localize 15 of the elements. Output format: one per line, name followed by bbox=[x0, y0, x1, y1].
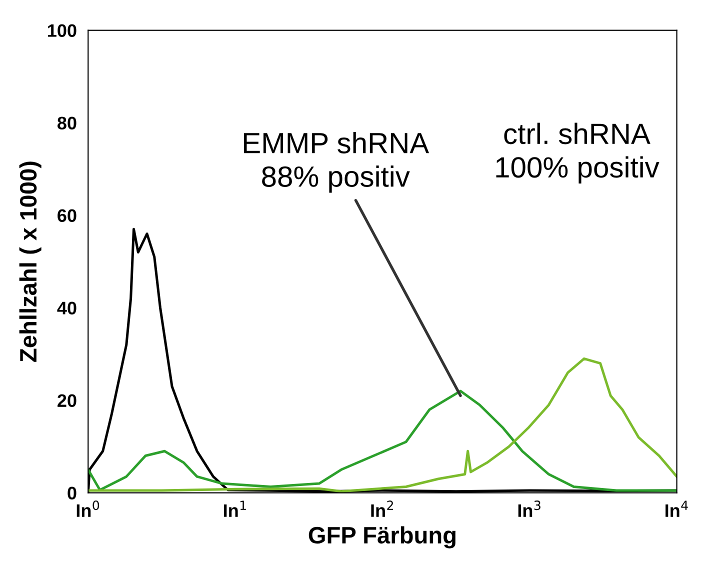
x-tick-label: In$^{0}$ bbox=[76, 500, 100, 517]
x-tick-label: In$^{3}$ bbox=[518, 500, 540, 517]
annotation: EMMP shRNA 88% positiv bbox=[244, 132, 430, 193]
y-tick-label: 40 bbox=[57, 302, 76, 314]
y-axis-title: Zehllzahl ( x 1000) bbox=[19, 162, 42, 362]
y-tick-label: 0 bbox=[68, 486, 76, 500]
x-tick-label: In$^{1}$ bbox=[224, 500, 246, 517]
y-tick-label: 20 bbox=[58, 394, 76, 407]
x-tick-label: In$^{2}$ bbox=[371, 500, 393, 517]
x-axis-title: GFP Färbung bbox=[308, 526, 456, 548]
y-tick-label: 100 bbox=[48, 24, 76, 37]
annotation: ctrl. shRNA 100% positiv bbox=[496, 122, 660, 184]
x-tick-label: In$^{4}$ bbox=[666, 500, 688, 517]
y-tick-label: 80 bbox=[58, 116, 76, 130]
y-tick-label: 60 bbox=[58, 209, 76, 222]
